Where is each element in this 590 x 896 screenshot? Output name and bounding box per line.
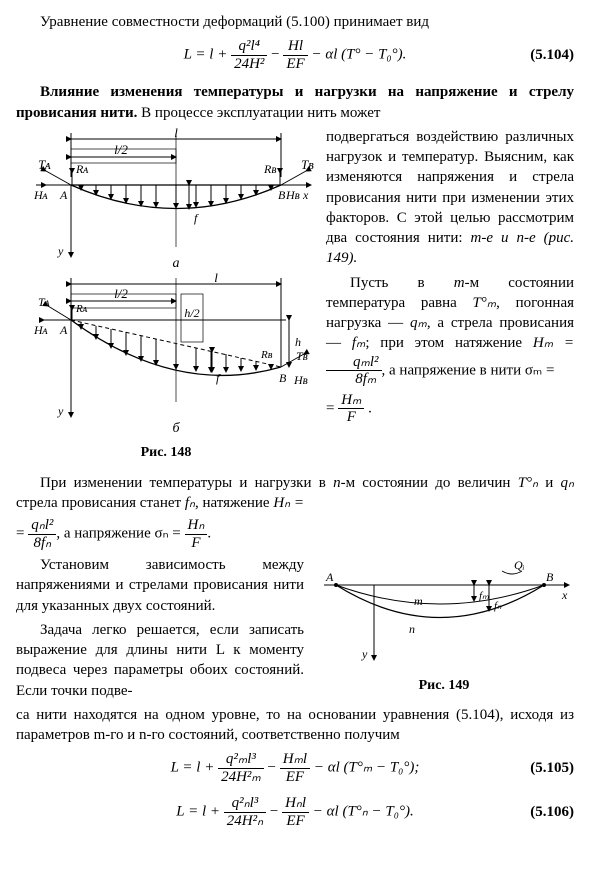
svg-text:A: A xyxy=(59,188,68,202)
eq106-number: (5.106) xyxy=(530,802,574,822)
eq105-number: (5.105) xyxy=(530,758,574,778)
svg-text:Hᴀ: Hᴀ xyxy=(33,323,49,337)
svg-text:Qᵢ: Qᵢ xyxy=(514,558,525,572)
eq104-number: (5.104) xyxy=(530,45,574,65)
figure-149: Qᵢ x A B m n fₘ fₙ y xyxy=(314,555,574,675)
svg-text:l/2: l/2 xyxy=(114,286,128,301)
svg-text:m: m xyxy=(414,594,423,608)
figure-148a: l l/2 Tᴀ Tʙ Rᴀ Rʙ x Hᴀ Hʙ A B xyxy=(16,127,316,272)
svg-text:x: x xyxy=(561,588,568,602)
figure-148b: l l/2 h/2 Tᴀ Rᴀ Hᴀ A xyxy=(16,272,316,442)
para-after-fig149: са нити находятся на одном уровне, то на… xyxy=(16,705,574,746)
wrapped-text-right: подвергаться воздействию различных нагру… xyxy=(326,127,574,430)
svg-text:fₙ: fₙ xyxy=(494,600,502,612)
svg-text:h: h xyxy=(295,335,301,349)
svg-text:Tʙ: Tʙ xyxy=(301,157,314,172)
svg-text:B: B xyxy=(279,371,287,385)
eq104-lhs: L = l + xyxy=(184,47,228,63)
equation-5-104: L = l + q²l⁴ 24H² − Hl EF − αl (T° − T₀°… xyxy=(16,38,574,72)
svg-text:y: y xyxy=(361,647,368,661)
svg-text:fₘ: fₘ xyxy=(479,590,489,602)
fig148-caption: Рис. 148 xyxy=(16,444,316,463)
svg-text:l/2: l/2 xyxy=(114,142,128,157)
svg-text:h/2: h/2 xyxy=(184,306,199,320)
fig149-caption: Рис. 149 xyxy=(314,677,574,696)
svg-text:Rʙ: Rʙ xyxy=(260,349,273,361)
intro-text: Уравнение совместности деформаций (5.100… xyxy=(16,12,574,32)
svg-text:Hʙ: Hʙ xyxy=(293,373,308,387)
svg-text:Rᴀ: Rᴀ xyxy=(75,162,89,176)
fig148-and-text: l l/2 Tᴀ Tʙ Rᴀ Rʙ x Hᴀ Hʙ A B xyxy=(16,127,574,469)
para-task-solved: Задача легко решается, если записать выр… xyxy=(16,620,304,701)
svg-text:Tᴀ: Tᴀ xyxy=(38,157,51,172)
svg-text:l: l xyxy=(214,272,218,285)
equation-5-105: L = l + q²ₘl³ 24H²ₘ − Hₘl EF − αl (T°ₘ −… xyxy=(16,751,574,785)
para-establish-dependence: Установим зависимость между напряжениями… xyxy=(16,555,304,616)
eq104-frac2: Hl EF xyxy=(283,38,307,72)
svg-text:B: B xyxy=(278,188,286,202)
equation-5-106: L = l + q²ₙl³ 24H²ₙ − Hₙl EF − αl (T°ₙ −… xyxy=(16,795,574,829)
eq104-frac1: q²l⁴ 24H² xyxy=(231,38,267,72)
svg-text:б: б xyxy=(172,421,180,436)
svg-text:Hʙ: Hʙ xyxy=(285,188,300,202)
svg-text:n: n xyxy=(409,622,415,636)
svg-text:Hᴀ: Hᴀ xyxy=(33,188,49,202)
svg-text:Tʙ: Tʙ xyxy=(296,349,308,363)
svg-text:Rᴀ: Rᴀ xyxy=(75,303,88,315)
svg-text:A: A xyxy=(59,323,68,337)
svg-text:B: B xyxy=(546,570,554,584)
svg-text:f: f xyxy=(194,211,199,225)
svg-text:y: y xyxy=(57,244,64,258)
svg-text:f: f xyxy=(216,371,221,385)
svg-text:а: а xyxy=(173,256,180,271)
fig149-and-text: Установим зависимость между напряжениями… xyxy=(16,555,574,705)
svg-text:y: y xyxy=(57,404,64,418)
svg-text:Rʙ: Rʙ xyxy=(263,162,277,176)
svg-text:A: A xyxy=(325,570,334,584)
para-after-fig148: При изменении температуры и нагрузки в n… xyxy=(16,473,574,514)
section-heading-para: Влияние изменения температуры и нагрузки… xyxy=(16,82,574,123)
svg-text:x: x xyxy=(302,188,309,202)
